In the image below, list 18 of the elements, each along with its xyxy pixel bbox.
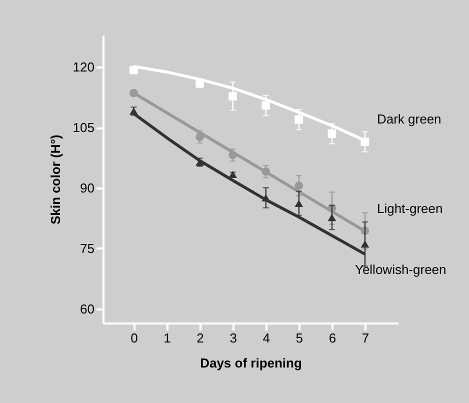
series-label: Dark green	[376, 112, 442, 127]
x-tick-label: 7	[362, 330, 370, 346]
x-tick-label: 4	[262, 330, 270, 346]
x-tick-label: 0	[130, 330, 138, 346]
x-tick-label: 2	[196, 330, 204, 346]
x-tick-label: 1	[164, 330, 171, 346]
series-label: Light-green	[376, 200, 443, 216]
x-tick-label: 3	[230, 330, 237, 346]
y-tick-label: 105	[72, 120, 94, 136]
y-tick-label: 60	[80, 301, 94, 316]
series-label: Yellowish-green	[354, 262, 446, 278]
x-tick-label: 6	[328, 330, 336, 346]
y-tick-label: 120	[72, 60, 94, 75]
y-tick-label: 90	[80, 180, 94, 196]
y-axis-title: Skin color (H°)	[48, 134, 63, 224]
x-axis-title: Days of ripening	[200, 356, 302, 370]
x-tick-label: 5	[296, 330, 304, 346]
y-tick-label: 75	[80, 240, 94, 256]
